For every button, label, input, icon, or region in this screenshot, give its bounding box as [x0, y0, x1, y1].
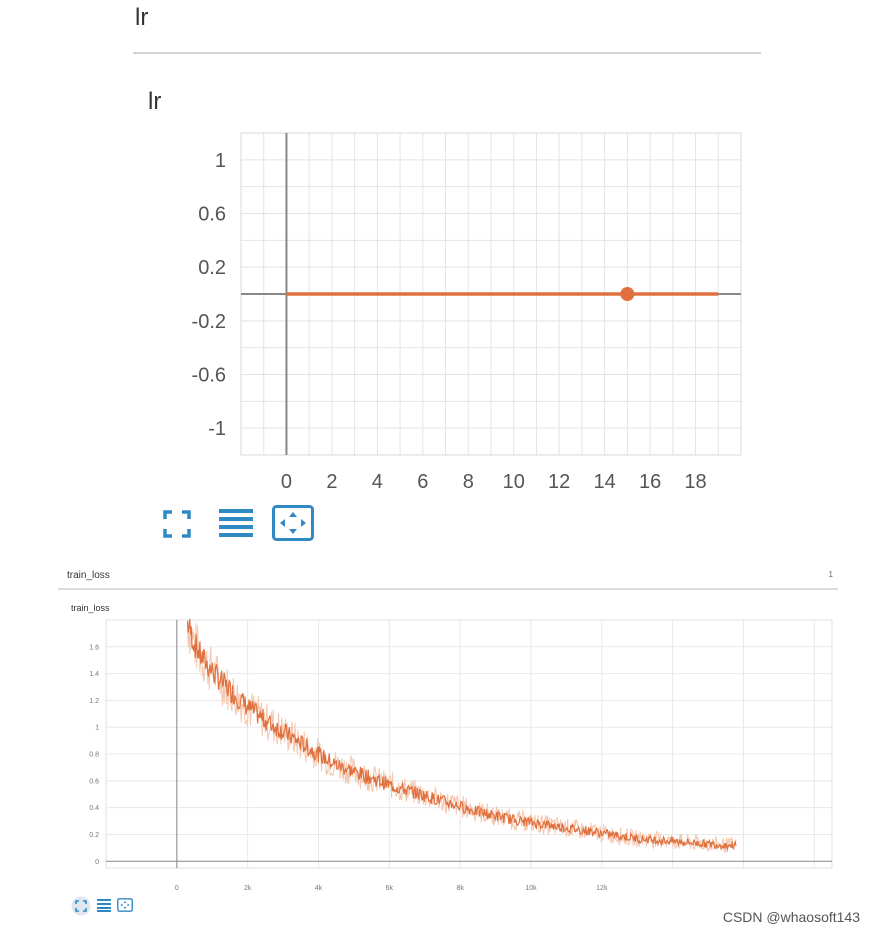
loss-y-tick-label: 0.2 [89, 832, 99, 839]
expand-icon[interactable] [163, 510, 191, 538]
loss-plot-frame [105, 619, 833, 869]
bottom-chart-title: train_loss [71, 603, 110, 613]
loss-y-tick-label: 0.8 [89, 752, 99, 759]
loss-raw-series [187, 623, 737, 853]
loss-x-tick-label: 0 [175, 885, 179, 892]
lr-y-tick-label: -0.6 [192, 365, 226, 387]
loss-y-tick-label: 1.2 [89, 698, 99, 705]
lr-x-tick-label: 12 [548, 471, 570, 493]
loss-x-tick-label: 4k [315, 885, 323, 892]
bottom-card-header-title: train_loss [67, 570, 110, 581]
loss-y-tick-label: 0.6 [89, 778, 99, 785]
lr-y-tick-label: 0.6 [198, 204, 226, 226]
loss-y-tick-label: 0 [95, 859, 99, 866]
loss-y-tick-label: 0.4 [89, 805, 99, 812]
loss-x-tick-label: 8k [456, 885, 464, 892]
lr-x-tick-label: 0 [281, 471, 292, 493]
expand-icon[interactable] [71, 896, 91, 916]
fit-domain-icon[interactable] [117, 898, 133, 912]
lr-x-tick-label: 2 [326, 471, 337, 493]
lr-x-tick-label: 6 [417, 471, 428, 493]
lr-hover-point [620, 287, 635, 301]
list-icon[interactable] [219, 509, 253, 539]
loss-y-tick-label: 1 [95, 725, 99, 732]
lr-x-tick-label: 18 [684, 471, 706, 493]
loss-grid [105, 619, 832, 868]
lr-x-tick-label: 8 [463, 471, 474, 493]
lr-chart: 0 2 4 6 8 10 12 14 16 18 1 0.6 0.2 -0.2 -0.6 -1 [192, 132, 742, 493]
lr-x-tick-label: 16 [639, 471, 661, 493]
bottom-card-header-count: 1 [828, 570, 833, 579]
lr-x-tick-label: 4 [372, 471, 383, 493]
watermark: CSDN @whaosoft143 [722, 909, 860, 925]
loss-y-tick-label: 1.4 [89, 671, 99, 678]
lr-x-tick-label: 14 [594, 471, 616, 493]
loss-smoothed-series [186, 618, 737, 851]
lr-y-tick-label: -0.2 [192, 311, 226, 333]
lr-y-tick-label: 1 [215, 150, 226, 172]
lr-y-tick-label: 0.2 [198, 257, 226, 279]
lr-x-tick-label: 10 [503, 471, 525, 493]
loss-x-tick-label: 6k [386, 885, 394, 892]
fit-domain-icon[interactable] [272, 505, 314, 541]
loss-y-tick-label: 1.6 [89, 644, 99, 651]
list-icon[interactable] [97, 899, 111, 912]
loss-x-tick-label: 12k [596, 885, 608, 892]
loss-x-tick-label: 2k [244, 885, 252, 892]
top-chart-title: lr [148, 88, 162, 115]
lr-y-tick-label: -1 [208, 418, 226, 440]
loss-x-tick-label: 10k [525, 885, 537, 892]
top-card-header[interactable]: lr [133, 0, 761, 54]
top-card-header-title: lr [135, 4, 149, 31]
bottom-card-header[interactable]: train_loss 1 [58, 563, 838, 590]
